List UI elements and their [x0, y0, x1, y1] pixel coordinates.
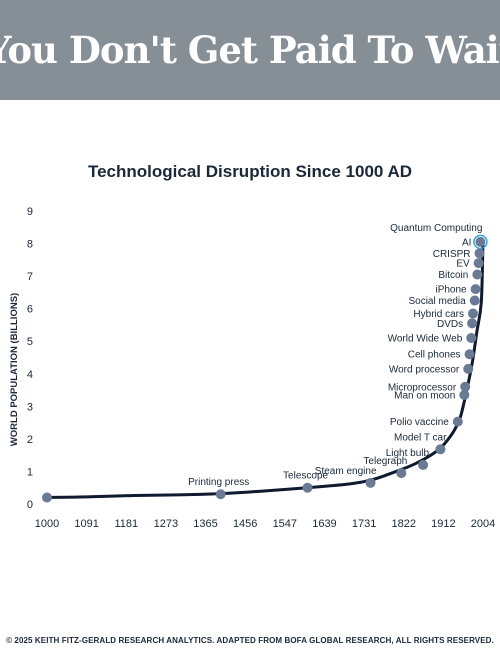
x-tick-label: 1365: [193, 518, 217, 530]
y-tick-label: 0: [27, 499, 33, 511]
data-point: [460, 381, 471, 392]
x-tick-label: 1822: [391, 518, 415, 530]
point-label: Bitcoin: [438, 270, 468, 281]
data-point: [473, 258, 484, 269]
data-point: [463, 363, 474, 374]
y-tick-label: 3: [27, 401, 33, 413]
y-tick-label: 6: [27, 304, 33, 316]
point-label: Telescope: [283, 471, 328, 482]
data-point: [452, 416, 463, 427]
point-label: Model T car: [394, 432, 447, 443]
ai-highlight-ring: [473, 234, 488, 250]
x-tick-label: 2004: [471, 518, 495, 530]
copyright-footer: © 2025 KEITH FITZ-GERALD RESEARCH ANALYT…: [6, 636, 494, 645]
point-label: Word processor: [389, 364, 460, 375]
header-banner: You Don't Get Paid To Wait: [0, 0, 500, 100]
y-tick-label: 9: [27, 206, 33, 218]
point-label: Man on moon: [394, 390, 455, 401]
point-label: Light bulb: [386, 448, 430, 459]
y-tick-label: 5: [27, 336, 33, 348]
x-tick-label: 1091: [74, 518, 98, 530]
point-label: World Wide Web: [388, 333, 463, 344]
point-label: Polio vaccine: [390, 417, 449, 428]
y-tick-label: 1: [27, 466, 33, 478]
data-point: [365, 477, 376, 488]
point-label: Printing press: [188, 477, 249, 488]
point-label: iPhone: [435, 285, 467, 296]
data-point: [42, 492, 52, 503]
point-label: Quantum Computing: [390, 223, 482, 234]
y-tick-label: 2: [27, 434, 33, 446]
point-label: Microprocessor: [388, 382, 457, 393]
data-point: [469, 295, 480, 306]
point-label: DVDs: [437, 319, 463, 330]
data-point: [474, 248, 485, 259]
data-point: [472, 269, 483, 280]
x-tick-label: 1273: [154, 518, 178, 530]
data-point: [467, 318, 478, 329]
population-curve: [45, 238, 485, 499]
x-tick-label: 1547: [273, 518, 297, 530]
point-label: Cell phones: [408, 350, 461, 361]
chart-title: Technological Disruption Since 1000 AD: [87, 162, 412, 181]
data-point: [459, 389, 470, 400]
y-axis-label: WORLD POPULATION (BILLIONS): [9, 293, 20, 446]
data-point: [470, 284, 481, 295]
data-point: [468, 308, 479, 319]
x-tick-label: 1912: [431, 518, 455, 530]
point-label: CRISPR: [433, 249, 471, 260]
point-label: Hybrid cars: [413, 309, 464, 320]
data-point: [302, 482, 313, 493]
x-tick-label: 1731: [352, 518, 376, 530]
x-tick-label: 1456: [233, 518, 257, 530]
point-label: Social media: [408, 296, 466, 307]
data-point: [215, 489, 226, 500]
y-tick-label: 7: [27, 271, 33, 283]
data-point: [435, 444, 446, 455]
x-tick-label: 1639: [312, 518, 336, 530]
y-tick-label: 4: [27, 369, 33, 381]
point-label: AI: [462, 237, 471, 248]
x-tick-label: 1181: [114, 518, 138, 530]
point-label: Steam engine: [315, 466, 377, 477]
data-point: [464, 349, 475, 360]
page-title: You Don't Get Paid To Wait: [0, 28, 500, 72]
point-label: Telegraph: [363, 456, 407, 467]
data-point: [418, 459, 429, 470]
y-tick-label: 8: [27, 239, 33, 251]
data-point: [396, 468, 407, 479]
data-point: [475, 236, 486, 247]
x-tick-label: 1000: [35, 518, 59, 530]
data-point: [466, 332, 477, 343]
point-label: EV: [456, 259, 470, 270]
